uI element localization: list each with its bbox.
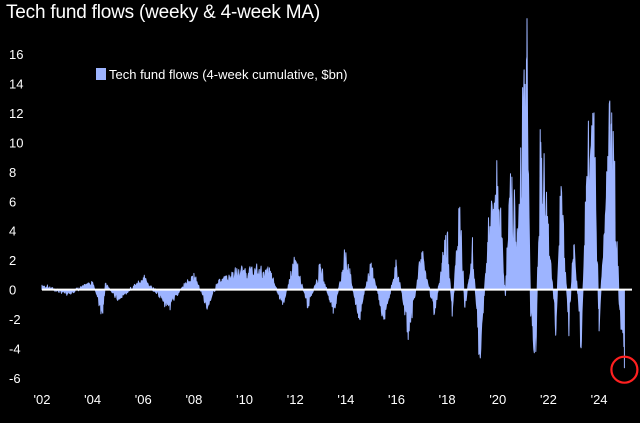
x-tick-label: '02 — [34, 392, 51, 407]
legend: Tech fund flows (4-week cumulative, $bn) — [96, 67, 347, 82]
y-tick-label: 16 — [9, 47, 23, 62]
y-tick-label: 4 — [9, 224, 16, 239]
x-axis: '02 '04 '06 '08 '10 '12 '14 '16 '18 '20 '22 '24 — [34, 392, 608, 407]
x-tick-label: '06 — [135, 392, 152, 407]
x-tick-label: '12 — [287, 392, 304, 407]
x-tick-label: '14 — [337, 392, 354, 407]
y-tick-label: 12 — [9, 106, 23, 121]
x-tick-label: '18 — [439, 392, 456, 407]
x-tick-label: '10 — [236, 392, 253, 407]
y-tick-label: 10 — [9, 135, 23, 150]
y-tick-label: 8 — [9, 165, 16, 180]
y-tick-label: -6 — [9, 371, 21, 386]
y-tick-label: 2 — [9, 253, 16, 268]
y-tick-label: -4 — [9, 342, 21, 357]
highlight-circle — [610, 355, 639, 384]
x-tick-label: '20 — [489, 392, 506, 407]
x-tick-label: '22 — [540, 392, 557, 407]
y-tick-label: 0 — [9, 283, 16, 298]
legend-swatch — [96, 68, 106, 80]
chart-title: Tech fund flows (weeky & 4-week MA) — [6, 2, 321, 23]
y-tick-label: 6 — [9, 194, 16, 209]
legend-label: Tech fund flows (4-week cumulative, $bn) — [109, 67, 347, 82]
plot-area — [41, 18, 639, 384]
y-tick-label: -2 — [9, 312, 21, 327]
x-tick-label: '24 — [591, 392, 608, 407]
y-axis: -6 -4 -2 0 2 4 6 8 10 12 14 16 — [9, 47, 23, 386]
y-tick-label: 14 — [9, 76, 23, 91]
x-tick-label: '04 — [84, 392, 101, 407]
x-tick-label: '16 — [388, 392, 405, 407]
x-tick-label: '08 — [185, 392, 202, 407]
